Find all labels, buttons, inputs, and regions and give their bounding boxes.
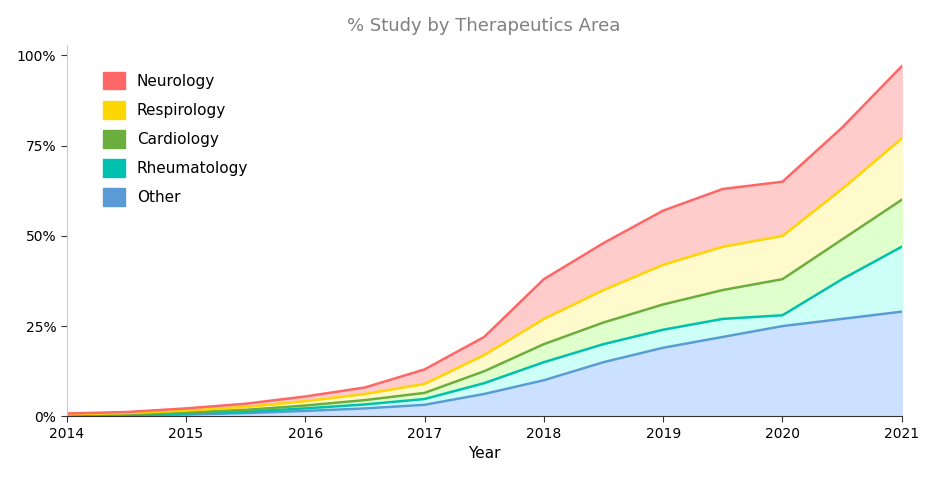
Title: % Study by Therapeutics Area: % Study by Therapeutics Area bbox=[347, 17, 621, 35]
X-axis label: Year: Year bbox=[468, 446, 501, 461]
Legend: Neurology, Respirology, Cardiology, Rheumatology, Other: Neurology, Respirology, Cardiology, Rheu… bbox=[91, 60, 260, 218]
